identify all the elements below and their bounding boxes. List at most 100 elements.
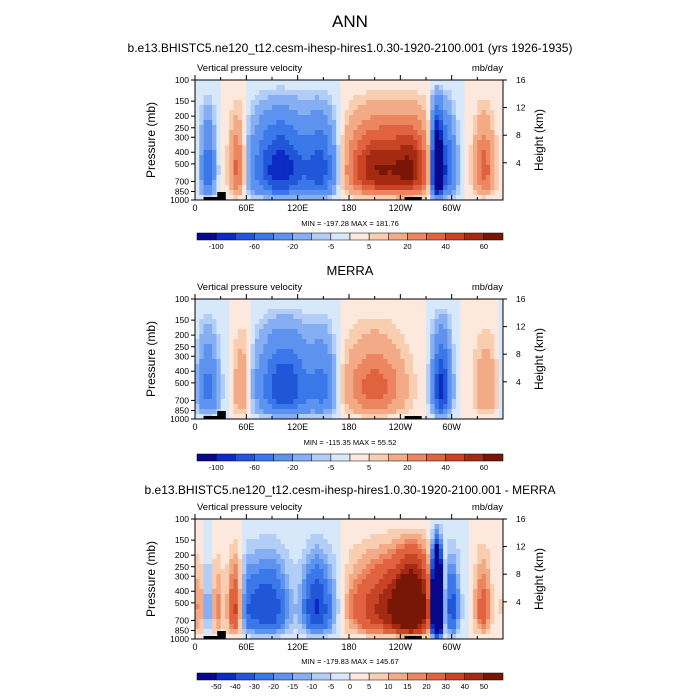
heatmap-cell xyxy=(443,529,448,535)
heatmap-cell xyxy=(498,574,504,580)
heatmap-cell xyxy=(220,599,226,605)
heatmap-cell xyxy=(340,564,346,570)
colorbar-label: 5 xyxy=(367,463,371,472)
heatmap-cell xyxy=(246,559,252,565)
heatmap-cell xyxy=(490,309,495,315)
heatmap-cell xyxy=(447,399,453,405)
heatmap-cell xyxy=(259,589,264,595)
heatmap-cell xyxy=(263,409,269,415)
heatmap-cell xyxy=(383,100,388,106)
y2-axis-title: Height (km) xyxy=(532,328,546,390)
heatmap-cell xyxy=(237,90,243,96)
heatmap-cell xyxy=(498,359,504,365)
heatmap-cell xyxy=(327,329,333,335)
heatmap-cell xyxy=(289,319,294,325)
heatmap-cell xyxy=(391,529,397,535)
heatmap-cell xyxy=(237,379,243,385)
heatmap-cell xyxy=(477,115,483,121)
heatmap-cell xyxy=(199,324,204,330)
heatmap-cell xyxy=(477,175,483,181)
heatmap-cell xyxy=(357,599,363,605)
heatmap-cell xyxy=(229,594,234,600)
heatmap-cell xyxy=(229,324,234,330)
heatmap-cell xyxy=(391,349,397,355)
heatmap-cell xyxy=(366,180,371,186)
heatmap-cell xyxy=(408,175,414,181)
heatmap-cell xyxy=(289,594,294,600)
heatmap-cell xyxy=(336,130,341,136)
heatmap-cell xyxy=(494,549,500,555)
heatmap-cell xyxy=(306,524,311,530)
heatmap-cell xyxy=(498,180,504,186)
heatmap-cell xyxy=(199,110,204,116)
heatmap-cell xyxy=(481,604,487,610)
heatmap-cell xyxy=(323,349,329,355)
heatmap-cell xyxy=(443,554,448,560)
heatmap-cell xyxy=(498,534,504,540)
heatmap-cell xyxy=(378,165,384,171)
colorbar-label: -20 xyxy=(287,242,298,251)
heatmap-cell xyxy=(310,140,316,146)
heatmap-cell xyxy=(490,374,495,380)
heatmap-cell xyxy=(460,554,465,560)
heatmap-cell xyxy=(336,404,341,410)
heatmap-cell xyxy=(280,185,286,191)
heatmap-cell xyxy=(331,90,337,96)
heatmap-cell xyxy=(494,519,500,525)
heatmap-cell xyxy=(340,304,346,310)
heatmap-cell xyxy=(366,314,371,320)
heatmap-cell xyxy=(485,190,491,196)
heatmap-cell xyxy=(408,85,414,91)
heatmap-cell xyxy=(366,299,371,305)
heatmap-cell xyxy=(224,160,230,166)
heatmap-cell xyxy=(293,150,299,156)
heatmap-cell xyxy=(267,170,273,176)
heatmap-cell xyxy=(327,519,333,525)
heatmap-cell xyxy=(366,584,371,590)
heatmap-cell xyxy=(400,359,406,365)
heatmap-cell xyxy=(224,414,230,420)
heatmap-cell xyxy=(331,564,337,570)
heatmap-cell xyxy=(272,150,277,156)
heatmap-cell xyxy=(498,334,504,340)
heatmap-cell xyxy=(391,160,397,166)
heatmap-cell xyxy=(263,110,269,116)
heatmap-cell xyxy=(306,574,311,580)
heatmap-cell xyxy=(220,115,226,121)
heatmap-cell xyxy=(267,100,273,106)
heatmap-cell xyxy=(199,544,204,550)
heatmap-cell xyxy=(357,304,363,310)
heatmap-cell xyxy=(340,90,346,96)
heatmap-cell xyxy=(289,574,294,580)
heatmap-cell xyxy=(323,344,329,350)
heatmap-cell xyxy=(426,160,431,166)
heatmap-cell xyxy=(344,319,350,325)
heatmap-cell xyxy=(250,574,256,580)
heatmap-cell xyxy=(276,334,281,340)
heatmap-cell xyxy=(293,524,299,530)
heatmap-cell xyxy=(216,170,222,176)
heatmap-cell xyxy=(417,90,423,96)
heatmap-cell xyxy=(229,524,234,530)
heatmap-cell xyxy=(477,185,483,191)
heatmap-cell xyxy=(306,175,311,181)
heatmap-cell xyxy=(284,185,290,191)
heatmap-cell xyxy=(195,554,200,560)
heatmap-cell xyxy=(254,344,260,350)
heatmap-cell xyxy=(361,145,367,151)
heatmap-cell xyxy=(434,589,440,595)
heatmap-cell xyxy=(220,130,226,136)
heatmap-cell xyxy=(314,354,320,360)
heatmap-cell xyxy=(327,85,333,91)
heatmap-cell xyxy=(310,379,316,385)
heatmap-cell xyxy=(400,125,406,131)
heatmap-cell xyxy=(481,369,487,375)
heatmap-cell xyxy=(413,120,418,126)
heatmap-cell xyxy=(327,384,333,390)
heatmap-cell xyxy=(267,359,273,365)
heatmap-cell xyxy=(306,589,311,595)
heatmap-cell xyxy=(237,569,243,575)
heatmap-cell xyxy=(276,110,281,116)
heatmap-cell xyxy=(366,579,371,585)
heatmap-cell xyxy=(242,564,247,570)
